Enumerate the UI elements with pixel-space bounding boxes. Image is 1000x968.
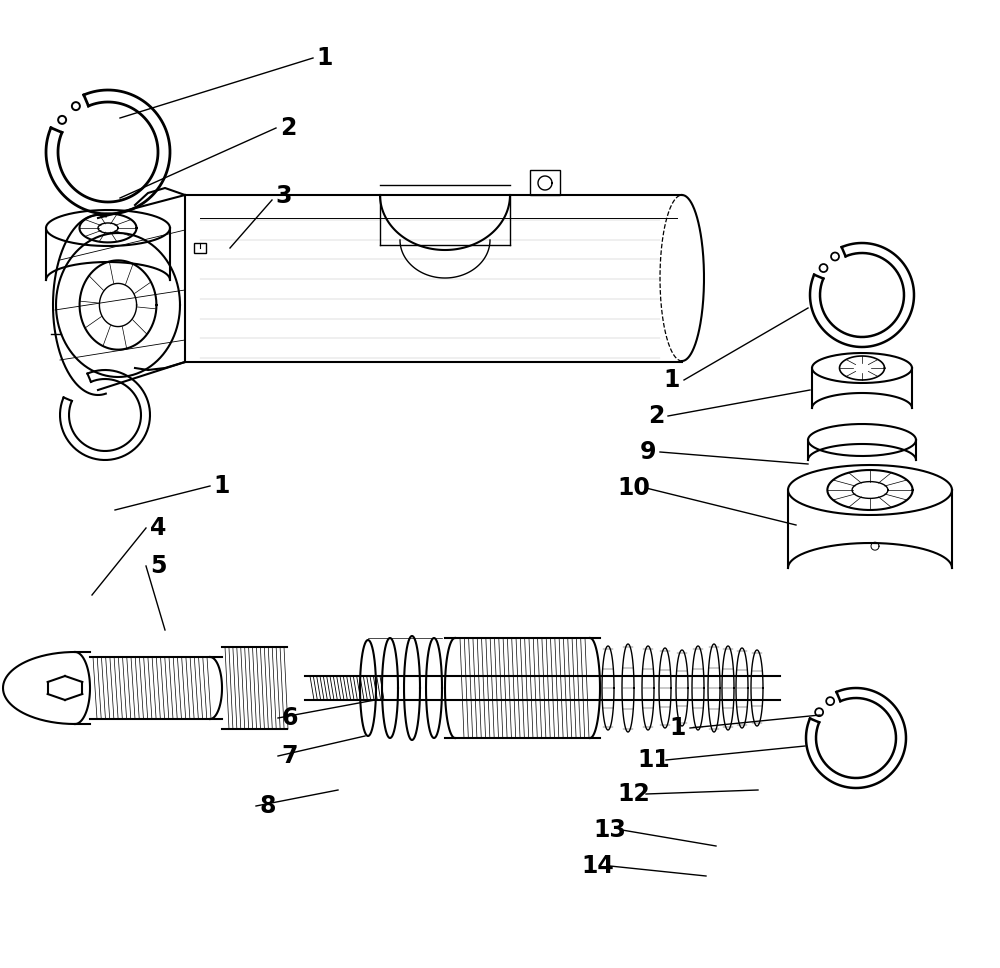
Bar	[530, 170, 560, 195]
Text: 9: 9	[640, 440, 656, 464]
Text: 6: 6	[282, 706, 298, 730]
Text: 1: 1	[317, 46, 333, 70]
Text: 1: 1	[214, 474, 230, 498]
Text: 8: 8	[260, 794, 276, 818]
Text: 7: 7	[282, 744, 298, 768]
Text: 12: 12	[618, 782, 650, 806]
Text: 14: 14	[582, 854, 614, 878]
Text: 2: 2	[280, 116, 296, 140]
Text: 5: 5	[150, 554, 166, 578]
Bar	[194, 243, 206, 253]
Text: 3: 3	[276, 184, 292, 208]
Text: 10: 10	[618, 476, 650, 500]
Text: 4: 4	[150, 516, 166, 540]
Text: 1: 1	[670, 716, 686, 740]
Text: 11: 11	[638, 748, 670, 772]
Text: 2: 2	[648, 404, 664, 428]
Text: 13: 13	[594, 818, 626, 842]
Text: 1: 1	[664, 368, 680, 392]
